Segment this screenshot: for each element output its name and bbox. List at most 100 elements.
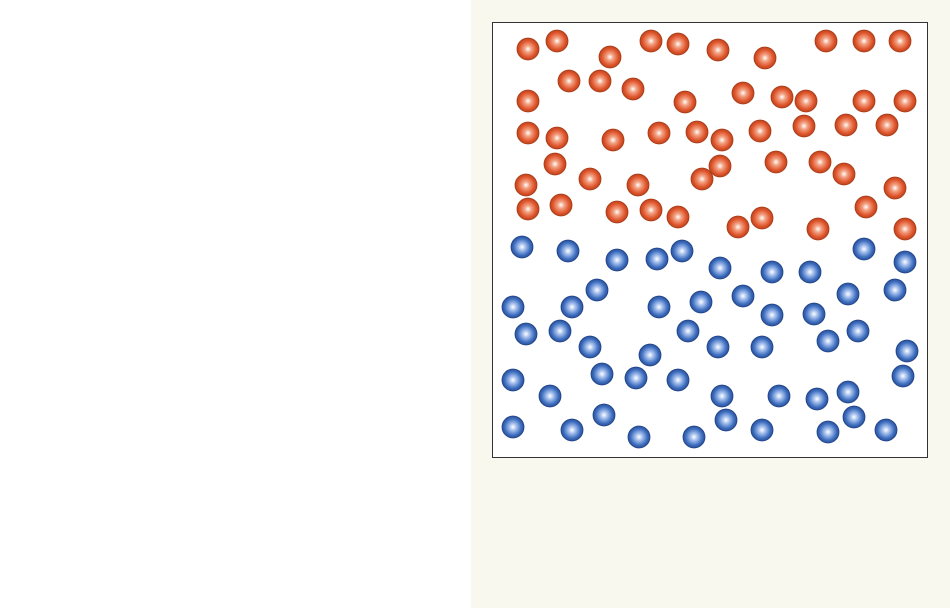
blue-particle [676, 319, 700, 343]
red-particle [710, 128, 734, 152]
red-particle [808, 150, 832, 174]
red-particle [750, 206, 774, 230]
red-particle [852, 29, 876, 53]
red-particle [626, 173, 650, 197]
blue-particle [802, 302, 826, 326]
red-particle [893, 217, 917, 241]
red-particle [516, 197, 540, 221]
blue-particle [895, 339, 919, 363]
blue-particles [501, 235, 919, 449]
blue-particle [647, 295, 671, 319]
blue-particle [893, 250, 917, 274]
blue-particle [706, 335, 730, 359]
red-particle [647, 121, 671, 145]
red-particle [666, 32, 690, 56]
red-particle [516, 37, 540, 61]
red-particle [549, 193, 573, 217]
blue-particle [750, 418, 774, 442]
red-particle [557, 69, 581, 93]
blue-particle [538, 384, 562, 408]
blue-particle [501, 415, 525, 439]
red-particle [666, 205, 690, 229]
blue-particle [836, 282, 860, 306]
red-particle [814, 29, 838, 53]
red-particle [883, 176, 907, 200]
blue-particle [708, 256, 732, 280]
red-particle [875, 113, 899, 137]
blue-particle [836, 380, 860, 404]
blue-particle [816, 420, 840, 444]
red-particle [685, 120, 709, 144]
blue-particle [682, 425, 706, 449]
red-particle [578, 167, 602, 191]
blue-particle [510, 235, 534, 259]
red-particle [792, 114, 816, 138]
red-particle [770, 85, 794, 109]
red-particle [764, 150, 788, 174]
blue-particle [846, 319, 870, 343]
red-particle [893, 89, 917, 113]
blue-particle [731, 284, 755, 308]
red-particle [806, 217, 830, 241]
blue-particle [842, 405, 866, 429]
blue-particle [670, 239, 694, 263]
red-particle [794, 89, 818, 113]
red-particle [639, 198, 663, 222]
blue-particle [501, 295, 525, 319]
red-particle [834, 113, 858, 137]
blue-particle [891, 364, 915, 388]
red-particle [708, 154, 732, 178]
blue-particle [689, 290, 713, 314]
red-particle [748, 119, 772, 143]
blue-particle [556, 239, 580, 263]
red-particle [545, 29, 569, 53]
blue-particle [710, 384, 734, 408]
red-particle [639, 29, 663, 53]
red-particle [832, 162, 856, 186]
red-particles [514, 29, 917, 241]
blue-particle [645, 247, 669, 271]
blue-particle [805, 387, 829, 411]
blue-particle [624, 366, 648, 390]
red-particle [601, 128, 625, 152]
red-particle [888, 29, 912, 53]
red-particle [726, 215, 750, 239]
red-particle [516, 89, 540, 113]
blue-particle [874, 418, 898, 442]
blue-particle [750, 335, 774, 359]
blue-particle [590, 362, 614, 386]
red-particle [673, 90, 697, 114]
blue-particle [585, 278, 609, 302]
red-particle [690, 167, 714, 191]
red-particle [514, 173, 538, 197]
blue-particle [767, 384, 791, 408]
blue-particle [592, 403, 616, 427]
red-particle [731, 81, 755, 105]
blue-particle [627, 425, 651, 449]
red-particle [621, 77, 645, 101]
red-particle [854, 195, 878, 219]
blue-particle [605, 248, 629, 272]
red-particle [605, 200, 629, 224]
blue-particle [852, 237, 876, 261]
blue-particle [760, 260, 784, 284]
blue-particle [760, 303, 784, 327]
red-particle [543, 152, 567, 176]
blue-particle [514, 322, 538, 346]
red-particle [516, 121, 540, 145]
blue-particle [560, 418, 584, 442]
blue-particle [666, 368, 690, 392]
blue-particle [883, 278, 907, 302]
blue-particle [714, 408, 738, 432]
blue-particle [638, 343, 662, 367]
red-particle [545, 126, 569, 150]
blue-particle [798, 260, 822, 284]
red-particle [753, 46, 777, 70]
blue-particle [578, 335, 602, 359]
blue-particle [501, 368, 525, 392]
left-blank-pane [0, 0, 471, 608]
blue-particle [560, 295, 584, 319]
red-particle [852, 89, 876, 113]
blue-particle [816, 329, 840, 353]
